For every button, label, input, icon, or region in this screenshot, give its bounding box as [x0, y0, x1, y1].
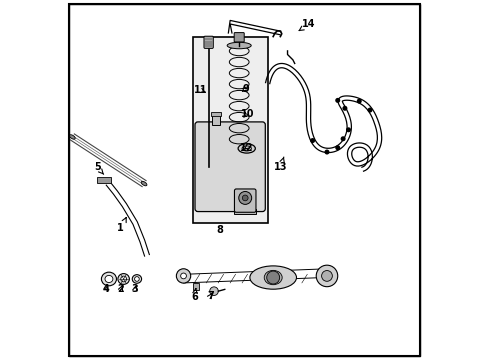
Ellipse shape: [238, 144, 255, 153]
Bar: [210, 112, 221, 116]
Circle shape: [316, 265, 337, 287]
Circle shape: [335, 98, 340, 103]
Text: 4: 4: [103, 284, 110, 294]
Text: 14: 14: [299, 19, 315, 31]
Text: 3: 3: [131, 284, 138, 294]
Ellipse shape: [264, 270, 282, 285]
Text: 13: 13: [273, 157, 286, 172]
Circle shape: [176, 269, 190, 283]
Circle shape: [238, 192, 251, 204]
Circle shape: [356, 99, 361, 104]
Ellipse shape: [134, 276, 139, 281]
Circle shape: [324, 149, 329, 154]
Text: 12: 12: [239, 143, 252, 153]
Text: 5: 5: [94, 162, 103, 174]
Ellipse shape: [132, 275, 142, 283]
Text: 6: 6: [190, 288, 197, 302]
Text: 1: 1: [117, 217, 126, 233]
Circle shape: [180, 273, 186, 279]
Circle shape: [309, 138, 314, 143]
Text: 11: 11: [194, 85, 207, 95]
Circle shape: [242, 195, 247, 201]
Circle shape: [346, 127, 350, 132]
Ellipse shape: [105, 275, 113, 283]
Ellipse shape: [249, 266, 296, 289]
Circle shape: [367, 108, 372, 113]
Ellipse shape: [118, 274, 129, 284]
Text: 2: 2: [117, 284, 124, 294]
Text: 8: 8: [216, 225, 223, 235]
Circle shape: [342, 106, 346, 111]
Circle shape: [266, 271, 279, 284]
FancyBboxPatch shape: [195, 122, 265, 212]
FancyBboxPatch shape: [203, 36, 213, 48]
Bar: [192, 283, 199, 291]
Ellipse shape: [242, 146, 251, 151]
FancyBboxPatch shape: [97, 177, 110, 183]
Text: 9: 9: [242, 84, 248, 94]
Ellipse shape: [121, 276, 126, 282]
Ellipse shape: [141, 181, 146, 186]
Bar: [212, 114, 220, 125]
Circle shape: [321, 271, 332, 281]
FancyBboxPatch shape: [234, 189, 255, 212]
Bar: [234, 209, 255, 214]
Ellipse shape: [101, 272, 116, 286]
Circle shape: [209, 287, 218, 296]
Text: 7: 7: [206, 291, 213, 301]
Circle shape: [340, 136, 345, 141]
Bar: [192, 37, 267, 223]
Ellipse shape: [69, 135, 75, 139]
Ellipse shape: [227, 42, 251, 49]
Circle shape: [335, 145, 340, 150]
Text: 10: 10: [240, 109, 254, 119]
FancyBboxPatch shape: [234, 33, 244, 42]
